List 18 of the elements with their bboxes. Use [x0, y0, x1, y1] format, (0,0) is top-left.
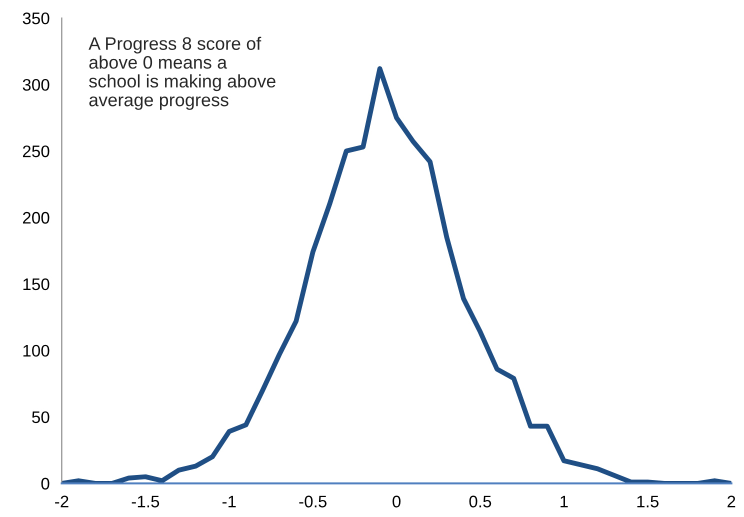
y-tick-label: 50: [32, 411, 50, 424]
y-tick-label: 250: [22, 145, 50, 158]
x-tick-label: -2: [55, 496, 68, 508]
y-tick-label: 350: [22, 12, 50, 24]
y-tick-label: 0: [41, 478, 50, 490]
y-tick-label: 100: [23, 344, 50, 357]
y-tick-label: 150: [23, 278, 50, 290]
annotation: A Progress 8 score of above 0 means a school is making above average progress: [88, 36, 276, 110]
x-tick-label: 0: [392, 496, 401, 508]
y-tick-label: 300: [22, 78, 50, 91]
x-tick-label: 0.5: [469, 496, 492, 508]
x-tick-label: 1: [560, 496, 568, 508]
x-tick-label: -1: [222, 496, 236, 508]
x-tick-label: 2: [728, 496, 736, 508]
y-tick-label: 200: [22, 212, 50, 224]
x-tick-label: 1.5: [637, 496, 659, 508]
x-tick-label: -0.5: [299, 496, 327, 508]
x-tick-label: -1.5: [132, 496, 160, 508]
